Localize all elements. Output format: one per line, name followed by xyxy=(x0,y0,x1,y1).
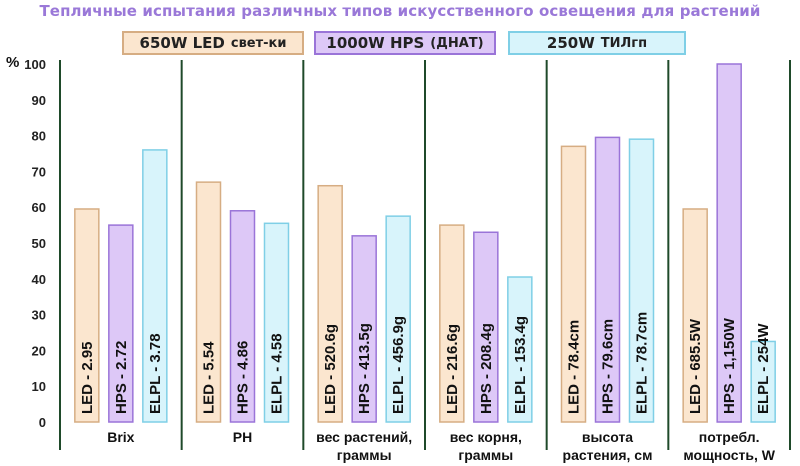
bar xyxy=(385,215,411,423)
bar xyxy=(560,145,587,423)
category-label: мощность, W xyxy=(683,447,775,463)
bar-value-label: HPS - 1,150W xyxy=(721,317,738,414)
legend-led-power: 650W LED xyxy=(139,34,225,52)
bar xyxy=(108,224,134,423)
bar-value-label: HPS - 2.72 xyxy=(113,341,130,414)
bar xyxy=(317,184,343,423)
y-tick-label: 30 xyxy=(32,308,46,323)
y-axis-unit-label: % xyxy=(6,54,20,71)
bar-value-label: ELPL - 153.4g xyxy=(512,316,529,414)
bar xyxy=(473,231,499,423)
bar-value-label: LED - 2.95 xyxy=(79,341,96,414)
bar xyxy=(74,208,100,423)
bar-value-label: HPS - 413.5g xyxy=(356,323,373,414)
bar xyxy=(229,210,256,423)
category-label: потребл. xyxy=(699,429,760,445)
bar xyxy=(682,208,708,423)
y-tick-label: 60 xyxy=(32,200,46,215)
bar-value-label: LED - 5.54 xyxy=(201,341,218,414)
legend-item-elpl: 250W ТИЛгп xyxy=(508,31,686,55)
bar xyxy=(716,63,742,423)
bar xyxy=(195,181,222,423)
bar xyxy=(628,138,655,423)
bar-value-label: HPS - 4.86 xyxy=(235,341,252,414)
y-tick-label: 100 xyxy=(24,57,46,72)
bar xyxy=(439,224,465,423)
bar-value-label: LED - 520.6g xyxy=(322,324,339,414)
bar xyxy=(263,222,290,423)
category-label: вес растений, xyxy=(316,429,412,445)
y-tick-label: 0 xyxy=(39,415,46,430)
bar-value-label: HPS - 208.4g xyxy=(478,323,495,414)
legend-hps-label: (ДНАТ) xyxy=(430,35,484,51)
bar-value-label: LED - 78.4cm xyxy=(566,320,583,414)
y-tick-label: 10 xyxy=(32,379,46,394)
bar-value-label: HPS - 79.6cm xyxy=(600,319,617,414)
category-label: Brix xyxy=(107,429,134,445)
bar xyxy=(351,235,377,423)
bar-value-label: LED - 685.5W xyxy=(687,318,704,414)
bar-value-label: ELPL - 78.7cm xyxy=(634,312,651,414)
bar-value-label: ELPL - 3.78 xyxy=(147,333,164,414)
bar-value-label: LED - 216.6g xyxy=(444,324,461,414)
legend-elpl-power: 250W xyxy=(546,34,595,52)
legend-led-label: свет-ки xyxy=(230,35,287,51)
bar-value-label: ELPL - 4.58 xyxy=(269,333,286,414)
legend-hps-power: 1000W HPS xyxy=(326,34,425,52)
category-label: высота xyxy=(582,429,633,445)
legend-elpl-label: ТИЛгп xyxy=(600,35,648,51)
chart-title: Тепличные испытания различных типов иску… xyxy=(39,2,761,20)
category-label: вес корня, xyxy=(450,429,522,445)
y-tick-label: 20 xyxy=(32,343,46,358)
bar-value-label: ELPL - 254W xyxy=(755,323,772,414)
category-label: растения, см xyxy=(563,447,653,463)
bar-value-label: ELPL - 456.9g xyxy=(390,316,407,414)
y-tick-label: 40 xyxy=(32,272,46,287)
category-label: граммы xyxy=(458,447,513,463)
y-tick-label: 90 xyxy=(32,93,46,108)
bar xyxy=(142,149,168,423)
category-label: PH xyxy=(233,429,252,445)
legend-item-led: 650W LED свет-ки xyxy=(122,31,304,55)
category-label: граммы xyxy=(337,447,392,463)
y-tick-label: 70 xyxy=(32,164,46,179)
y-tick-label: 80 xyxy=(32,129,46,144)
bar xyxy=(594,136,621,423)
bar xyxy=(507,276,533,423)
y-tick-label: 50 xyxy=(32,236,46,251)
legend-item-hps: 1000W HPS (ДНАТ) xyxy=(314,31,496,55)
bar xyxy=(750,340,776,423)
